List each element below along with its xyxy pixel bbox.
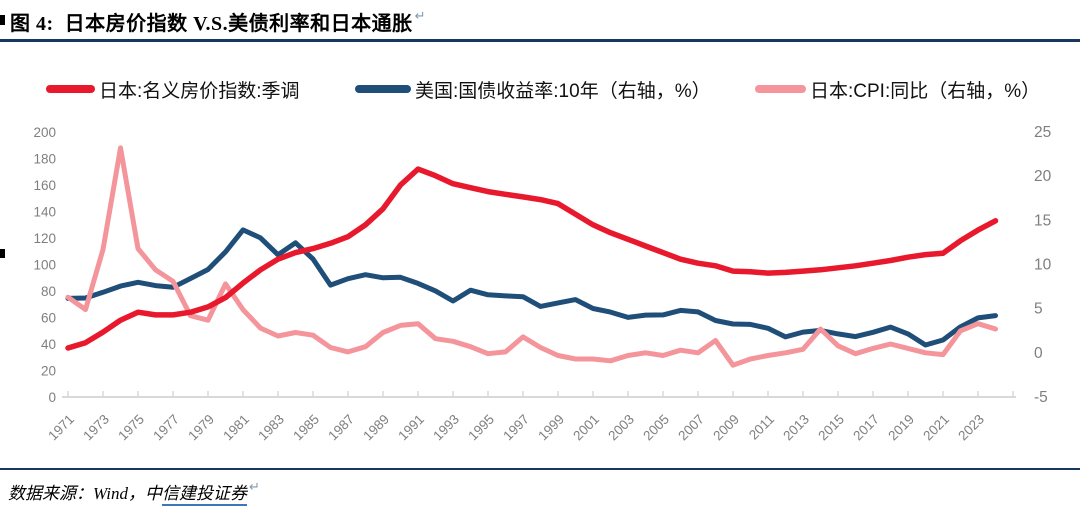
- y-left-tick-label: 0: [48, 390, 56, 405]
- title-divider: [0, 39, 1080, 42]
- source-text: 数据来源：Wind，中: [8, 484, 162, 503]
- y-left-tick-label: 20: [41, 364, 56, 379]
- y-left-tick-label: 180: [33, 152, 56, 167]
- chart-area: 1971 1973 1975 1977 1979 1981 1983 1985 1987 1989…: [0, 115, 1080, 465]
- x-tick-label: 1977: [150, 412, 182, 444]
- x-tick-label: 1973: [80, 412, 112, 444]
- y-right-tick-label: -5: [1034, 389, 1048, 406]
- margin-bullet-mid: [0, 249, 5, 258]
- x-tick-label: 1989: [360, 412, 392, 444]
- figure-title-row: 图 4: 日本房价指数 V.S.美债利率和日本通胀 ↵: [10, 7, 426, 36]
- x-tick-label: 2017: [850, 412, 882, 444]
- x-tick-label: 1979: [185, 412, 217, 444]
- legend-swatch-red: [46, 85, 95, 93]
- x-tick-label: 2021: [920, 412, 952, 444]
- footer-divider: [0, 468, 1080, 470]
- x-tick-label: 1981: [220, 412, 252, 444]
- legend-label: 日本:CPI:同比（右轴，%）: [810, 80, 1041, 102]
- x-tick-label: 2003: [605, 412, 637, 444]
- legend-swatch-pink: [755, 85, 806, 93]
- y-right-tick-label: 0: [1034, 345, 1043, 362]
- x-tick-label: 1993: [430, 412, 462, 444]
- x-tick-label: 2011: [746, 412, 777, 443]
- legend-item-house-price: 日本:名义房价指数:季调: [46, 76, 300, 102]
- legend-label: 美国:国债收益率:10年（右轴，%）: [415, 80, 711, 102]
- series-line-japan-house-price-index: [65, 166, 999, 351]
- x-tick-label: 2015: [815, 412, 847, 444]
- x-tick-label: 1987: [325, 412, 357, 444]
- y-right-tick-label: 20: [1034, 168, 1052, 185]
- x-tick-label: 1991: [395, 412, 427, 444]
- paragraph-return-icon: ↵: [414, 9, 426, 24]
- x-tick-label: 2009: [710, 412, 742, 444]
- y-left-tick-label: 80: [41, 284, 56, 299]
- series-line-japan-cpi-yoy: [65, 145, 998, 368]
- paragraph-return-icon: ↵: [248, 480, 260, 495]
- x-tick-label: 1997: [500, 412, 532, 444]
- chart-legend: 日本:名义房价指数:季调 美国:国债收益率:10年（右轴，%） 日本:CPI:同…: [0, 76, 1080, 102]
- y-left-tick-label: 100: [33, 258, 56, 273]
- legend-swatch-navy: [355, 85, 411, 93]
- y-left-tick-label: 140: [33, 205, 56, 220]
- y-right-tick-label: 10: [1034, 257, 1052, 274]
- x-tick-label: 1995: [465, 412, 497, 444]
- y-right-tick-label: 25: [1034, 124, 1051, 141]
- margin-bullet-top: [0, 15, 5, 25]
- figure-title: 图 4: 日本房价指数 V.S.美债利率和日本通胀: [10, 13, 413, 35]
- y-right-tick-label: 5: [1034, 301, 1043, 318]
- x-tick-label: 2005: [640, 412, 672, 444]
- x-tick-label: 1985: [290, 412, 322, 444]
- x-tick-label: 1999: [535, 412, 567, 444]
- x-tick-label: 2019: [885, 412, 917, 444]
- line-chart: 1971 1973 1975 1977 1979 1981 1983 1985 1987 1989…: [33, 124, 1052, 444]
- y-left-tick-label: 40: [41, 337, 56, 352]
- y-left-tick-label: 60: [41, 311, 56, 326]
- data-source-note: 数据来源：Wind，中 信建投证券 ↵: [8, 479, 260, 506]
- legend-item-japan-cpi: 日本:CPI:同比（右轴，%）: [755, 76, 1040, 102]
- legend-item-us10y: 美国:国债收益率:10年（右轴，%）: [355, 76, 711, 102]
- x-tick-label: 1983: [255, 412, 287, 444]
- y-right-tick-label: 15: [1034, 212, 1051, 229]
- y-left-tick-label: 160: [33, 178, 56, 193]
- x-tick-label: 1971: [45, 412, 77, 444]
- x-tick-label: 2013: [780, 412, 812, 444]
- source-link[interactable]: 信建投证券: [161, 479, 247, 506]
- legend-label: 日本:名义房价指数:季调: [99, 80, 300, 102]
- x-tick-label: 1975: [115, 412, 147, 444]
- y-left-tick-label: 120: [33, 231, 56, 246]
- x-tick-label: 2007: [675, 412, 707, 444]
- x-tick-label: 2001: [570, 412, 602, 444]
- y-left-tick-label: 200: [33, 125, 56, 140]
- series-line-us-10y-treasury-yield: [65, 227, 998, 348]
- x-tick-label: 2023: [955, 412, 987, 444]
